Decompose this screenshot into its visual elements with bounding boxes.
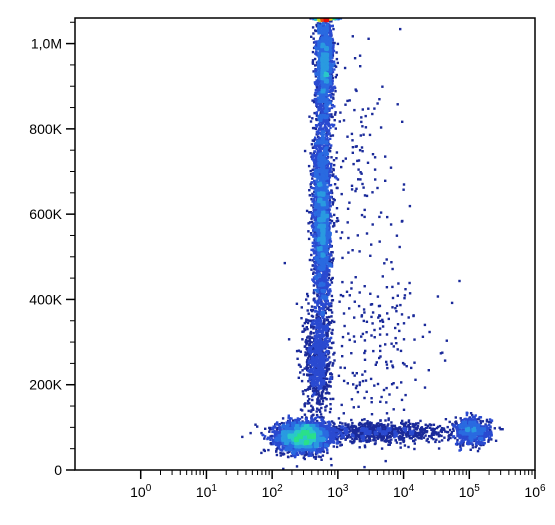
y-tick-label: 1,0M bbox=[31, 36, 62, 52]
y-tick-label: 600K bbox=[29, 206, 62, 222]
y-tick-label: 400K bbox=[29, 291, 62, 307]
chart-svg: 0200K400K600K800K1,0M1001011021031041051… bbox=[0, 0, 555, 525]
flow-cytometry-density-plot: 0200K400K600K800K1,0M1001011021031041051… bbox=[0, 0, 555, 525]
y-tick-label: 200K bbox=[29, 377, 62, 393]
y-tick-label: 800K bbox=[29, 121, 62, 137]
y-tick-label: 0 bbox=[54, 462, 62, 478]
